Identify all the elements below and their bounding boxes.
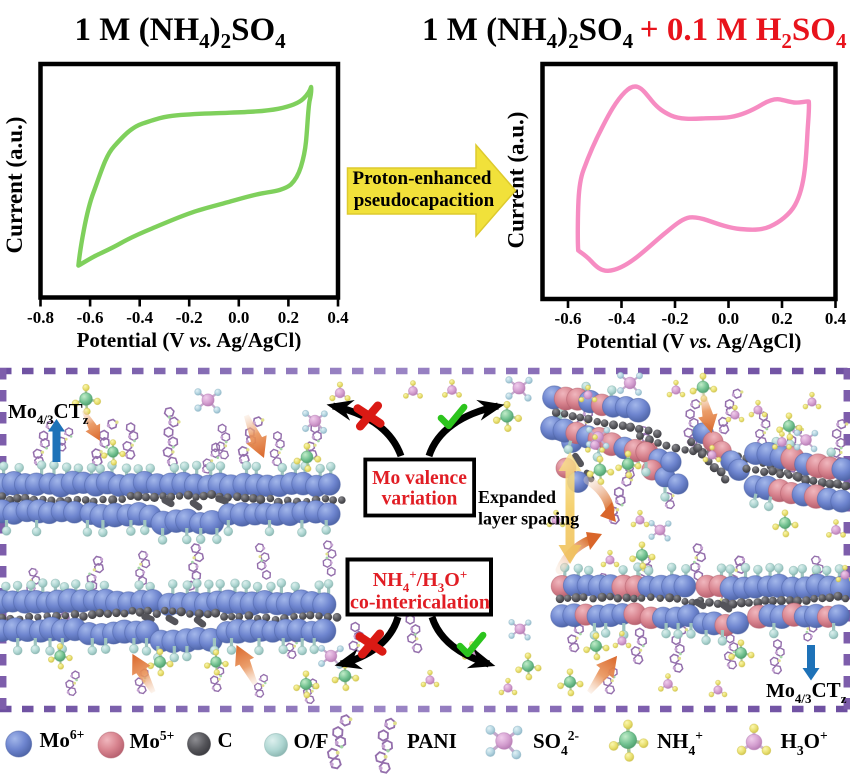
svg-text:1 M (NH4)2SO4 + 0.1 M H2SO4: 1 M (NH4)2SO4 + 0.1 M H2SO4 [422,12,847,53]
svg-text:Current (a.u.): Current (a.u.) [504,112,529,249]
svg-text:co-intericalation: co-intericalation [350,592,490,614]
svg-text:0.0: 0.0 [228,308,249,327]
svg-text:0.2: 0.2 [278,308,299,327]
svg-text:0.2: 0.2 [771,309,792,328]
svg-text:-0.2: -0.2 [176,308,203,327]
svg-text:0.4: 0.4 [825,309,847,328]
svg-text:PANI: PANI [407,729,457,753]
svg-text:1 M (NH4)2SO4: 1 M (NH4)2SO4 [75,12,287,53]
svg-text:C: C [218,728,233,752]
svg-text:Potential (V vs. Ag/AgCl): Potential (V vs. Ag/AgCl) [77,328,302,352]
svg-text:Proton-enhanced: Proton-enhanced [353,168,492,189]
svg-text:-0.4: -0.4 [608,309,635,328]
svg-text:0.0: 0.0 [718,309,739,328]
svg-text:Current (a.u.): Current (a.u.) [2,117,27,254]
svg-text:-0.6: -0.6 [555,309,582,328]
svg-text:0.4: 0.4 [327,308,349,327]
svg-text:layer spacing: layer spacing [478,509,579,529]
svg-text:-0.8: -0.8 [27,308,54,327]
svg-text:Mo4/3CTz: Mo4/3CTz [766,678,847,706]
svg-text:-0.4: -0.4 [126,308,153,327]
svg-text:Mo valence: Mo valence [372,468,467,489]
svg-text:Mo6+: Mo6+ [40,727,85,752]
svg-text:Expanded: Expanded [478,487,556,507]
svg-text:NH4+/H3O+: NH4+/H3O+ [373,567,468,595]
svg-text:-0.2: -0.2 [662,309,689,328]
svg-text:variation: variation [382,489,458,510]
svg-text:pseudocapacition: pseudocapacition [354,190,495,211]
svg-text:Potential (V vs. Ag/AgCl): Potential (V vs. Ag/AgCl) [577,329,802,353]
svg-text:O/F: O/F [294,729,329,753]
svg-text:-0.6: -0.6 [77,308,104,327]
